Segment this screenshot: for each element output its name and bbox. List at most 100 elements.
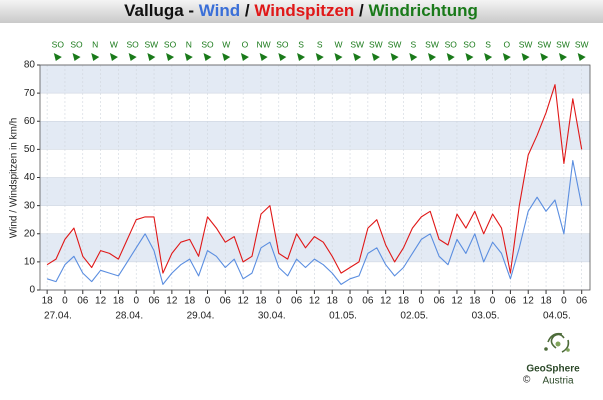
- direction-arrow: [72, 53, 81, 61]
- direction-label: S: [485, 39, 491, 49]
- y-tick-label: 80: [24, 60, 36, 71]
- direction-arrow: [91, 53, 100, 61]
- direction-arrow: [390, 53, 399, 61]
- x-tick-label: 18: [42, 296, 54, 307]
- direction-label: SW: [556, 39, 570, 49]
- x-tick-label: 12: [166, 296, 178, 307]
- date-label: 29.04.: [187, 311, 215, 322]
- x-tick-label: 0: [205, 296, 211, 307]
- direction-label: SO: [201, 39, 214, 49]
- x-tick-label: 18: [469, 296, 481, 307]
- title-bar: [0, 0, 603, 23]
- direction-label: W: [110, 39, 118, 49]
- direction-arrow: [502, 53, 511, 61]
- x-tick-label: 12: [309, 296, 321, 307]
- direction-arrow: [428, 53, 437, 61]
- logo-icon: [544, 332, 570, 353]
- direction-label: SO: [445, 39, 458, 49]
- direction-label: W: [334, 39, 342, 49]
- direction-label: O: [242, 39, 249, 49]
- direction-arrow: [259, 53, 268, 61]
- x-tick-label: 18: [398, 296, 410, 307]
- grid-band: [40, 121, 590, 150]
- direction-arrow: [521, 53, 530, 61]
- direction-label: NW: [257, 39, 271, 49]
- title-part: Wind: [199, 1, 240, 20]
- chart-title: Valluga - Wind / Windspitzen / Windricht…: [124, 1, 478, 20]
- plot-area: [40, 64, 590, 291]
- direction-arrow: [577, 53, 586, 61]
- x-tick-label: 18: [540, 296, 552, 307]
- direction-label: S: [298, 39, 304, 49]
- grid-band: [40, 205, 590, 234]
- x-tick-label: 0: [561, 296, 567, 307]
- direction-label: SW: [519, 39, 533, 49]
- direction-label: SW: [369, 39, 383, 49]
- x-tick-label: 06: [505, 296, 517, 307]
- x-tick-label: 12: [95, 296, 107, 307]
- direction-label: N: [92, 39, 98, 49]
- plot-frame: [39, 64, 591, 291]
- y-tick-label: 40: [24, 172, 36, 183]
- direction-arrow: [109, 53, 118, 61]
- x-tick-label: 18: [327, 296, 339, 307]
- direction-label: N: [186, 39, 192, 49]
- direction-arrow: [278, 53, 287, 61]
- date-label: 30.04.: [258, 311, 286, 322]
- x-tick-label: 0: [62, 296, 68, 307]
- date-label: 01.05.: [329, 311, 357, 322]
- x-tick-label: 12: [523, 296, 535, 307]
- x-tick-label: 06: [148, 296, 160, 307]
- x-tick-label: 18: [255, 296, 267, 307]
- x-tick-label: 0: [276, 296, 282, 307]
- date-label: 28.04.: [115, 311, 143, 322]
- direction-arrow: [353, 53, 362, 61]
- grid-band: [40, 261, 590, 290]
- direction-label: SW: [537, 39, 551, 49]
- y-tick-label: 60: [24, 116, 36, 127]
- direction-label: SO: [463, 39, 476, 49]
- title-part: Valluga -: [124, 1, 199, 20]
- series-line: [46, 160, 583, 285]
- title-part: Windspitzen: [254, 1, 354, 20]
- direction-label: S: [410, 39, 416, 49]
- direction-label: SO: [127, 39, 140, 49]
- direction-label: SW: [575, 39, 589, 49]
- y-tick-label: 10: [24, 257, 36, 268]
- y-tick-label: 50: [24, 144, 36, 155]
- direction-label: SO: [276, 39, 289, 49]
- x-tick-label: 0: [347, 296, 353, 307]
- direction-arrow: [409, 53, 418, 61]
- grid-band: [40, 177, 590, 206]
- grid-band: [40, 93, 590, 122]
- copyright: ©: [523, 375, 531, 386]
- direction-arrow: [240, 53, 249, 61]
- direction-arrow: [315, 53, 324, 61]
- x-tick-label: 06: [220, 296, 232, 307]
- direction-label: SO: [52, 39, 65, 49]
- direction-arrow: [297, 53, 306, 61]
- title-part: Windrichtung: [368, 1, 477, 20]
- date-label: 27.04.: [44, 311, 72, 322]
- x-tick-label: 0: [419, 296, 425, 307]
- direction-label: W: [222, 39, 230, 49]
- direction-arrow: [53, 53, 62, 61]
- x-tick-label: 12: [238, 296, 250, 307]
- direction-label: O: [504, 39, 511, 49]
- direction-arrow: [147, 53, 156, 61]
- direction-arrow: [446, 53, 455, 61]
- title-part: /: [240, 1, 254, 20]
- date-label: 04.05.: [543, 311, 571, 322]
- logo-name: GeoSphere: [526, 364, 580, 375]
- x-tick-label: 0: [490, 296, 496, 307]
- direction-label: SO: [164, 39, 177, 49]
- direction-label: SW: [350, 39, 364, 49]
- direction-arrow: [484, 53, 493, 61]
- x-tick-label: 06: [362, 296, 374, 307]
- direction-label: SW: [145, 39, 159, 49]
- y-tick-label: 70: [24, 88, 36, 99]
- date-label: 02.05.: [400, 311, 428, 322]
- direction-label: S: [317, 39, 323, 49]
- direction-arrow: [334, 53, 343, 61]
